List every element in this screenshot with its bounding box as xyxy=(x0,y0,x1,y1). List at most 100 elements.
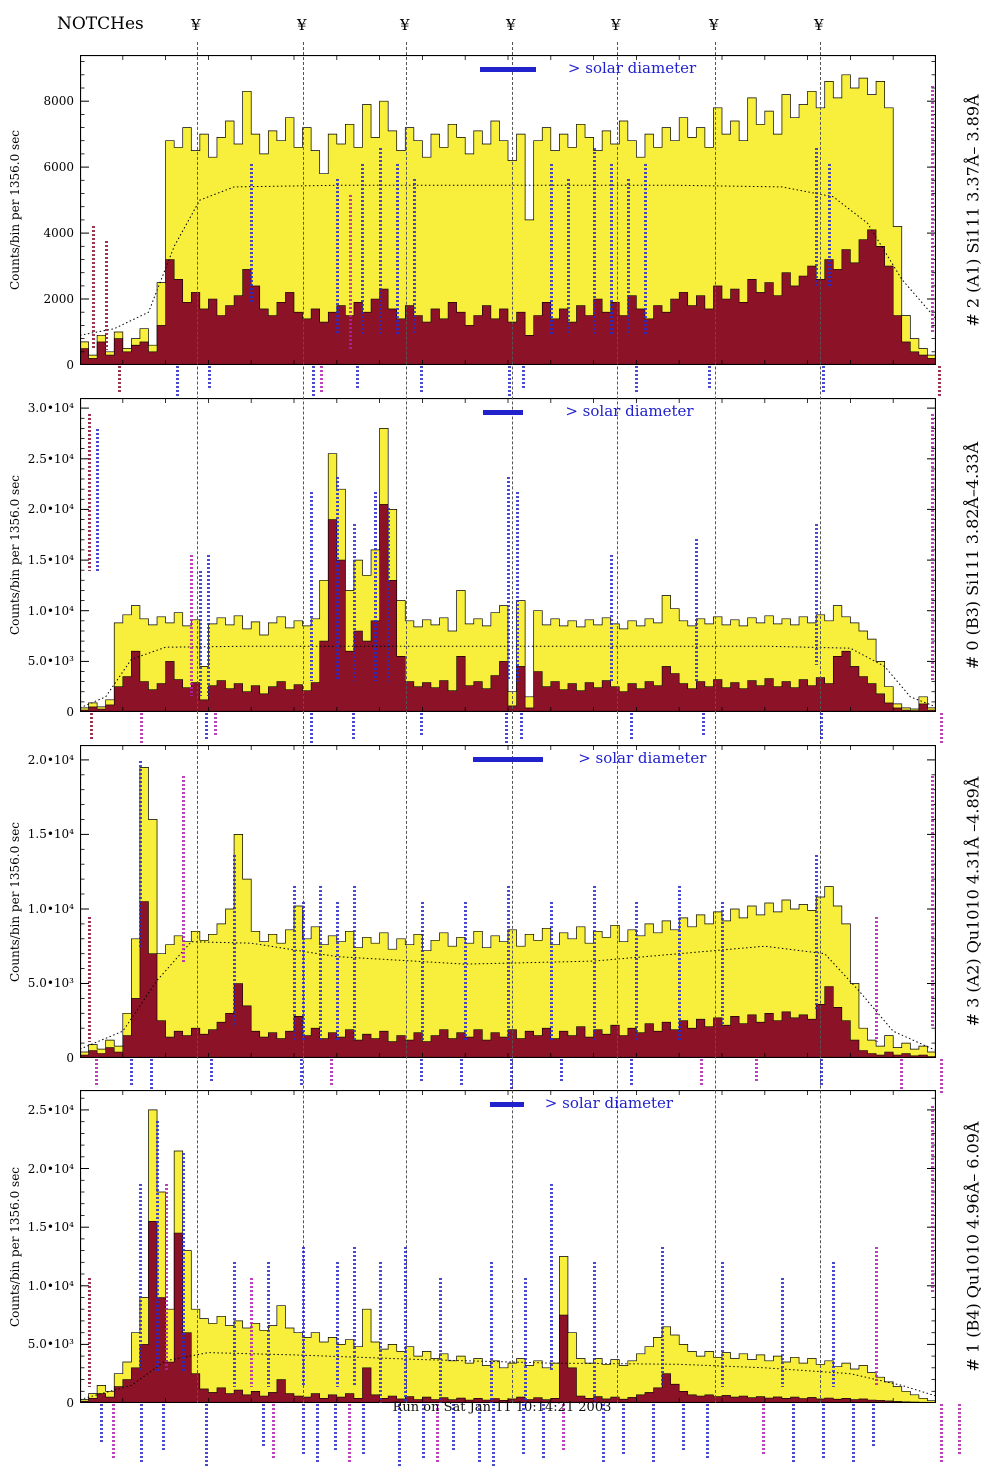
line-annotation xyxy=(233,1262,237,1388)
line-annotation xyxy=(792,1404,795,1464)
line-annotation xyxy=(592,148,596,334)
line-annotation xyxy=(138,760,142,949)
line-annotation xyxy=(96,429,100,571)
dotted-envelope xyxy=(80,941,936,1051)
y-axis-title-wrap: Counts/bin per 1356.0 sec xyxy=(0,1090,30,1403)
line-annotation xyxy=(930,86,934,334)
line-annotation xyxy=(815,854,819,1012)
line-annotation xyxy=(420,713,423,735)
total-histogram xyxy=(80,1109,936,1403)
line-annotation xyxy=(940,713,943,743)
panel-right-label-wrap: # 0 (B3) Si111 3.82Å–4.33Å xyxy=(946,398,1000,712)
line-annotation xyxy=(262,1404,265,1448)
line-annotation xyxy=(422,1404,425,1458)
line-annotation xyxy=(300,1059,303,1087)
line-annotation xyxy=(652,1404,655,1462)
notch-line xyxy=(617,42,619,1403)
notch-symbol: ¥ xyxy=(611,16,621,34)
panel-right-label: # 2 (A1) Si111 3.37Å– 3.89Å xyxy=(963,93,983,327)
line-annotation xyxy=(626,179,630,334)
y-axis-title-wrap: Counts/bin per 1356.0 sec xyxy=(0,398,30,712)
solar-diameter-bar xyxy=(490,1102,525,1107)
line-annotation xyxy=(140,1404,143,1464)
line-annotation xyxy=(820,1059,823,1085)
y-tick-label: 0 xyxy=(66,705,74,719)
solar-diameter-label: > solar diameter xyxy=(578,749,707,767)
line-annotation xyxy=(762,1404,765,1454)
line-annotation xyxy=(362,1404,365,1454)
notch-line xyxy=(714,42,716,1403)
y-tick-label: 2000 xyxy=(43,292,74,307)
y-tick-label: 3.0•10⁴ xyxy=(27,401,74,416)
line-annotation xyxy=(515,492,519,681)
line-annotation xyxy=(702,713,705,737)
line-annotation xyxy=(335,476,339,681)
line-annotation xyxy=(549,163,553,334)
line-annotation xyxy=(198,570,202,697)
line-annotation xyxy=(95,1059,98,1087)
line-annotation xyxy=(207,555,211,697)
figure-title: NOTCHes xyxy=(57,14,144,34)
line-annotation xyxy=(356,366,359,388)
line-annotation xyxy=(622,1404,625,1456)
y-tick-label: 4000 xyxy=(43,226,74,241)
line-annotation xyxy=(822,366,825,392)
line-annotation xyxy=(700,1059,703,1087)
line-annotation xyxy=(233,854,237,1027)
line-annotation xyxy=(609,555,613,681)
dotted-envelope xyxy=(80,1352,936,1400)
core-histogram xyxy=(80,229,936,365)
solar-diameter-label: > solar diameter xyxy=(567,59,697,77)
y-tick-label: 0 xyxy=(66,1051,74,1065)
line-annotation xyxy=(352,1246,356,1388)
line-annotation xyxy=(478,1404,481,1462)
line-annotation xyxy=(352,523,356,681)
notch-symbol: ¥ xyxy=(708,16,719,34)
line-annotation xyxy=(940,1404,943,1464)
line-annotation xyxy=(549,1183,553,1372)
dotted-envelope xyxy=(80,184,936,336)
line-annotation xyxy=(138,1183,142,1372)
line-annotation xyxy=(508,366,511,396)
line-annotation xyxy=(452,1404,455,1450)
y-axis-title-wrap: Counts/bin per 1356.0 sec xyxy=(0,745,30,1058)
y-tick-label: 0 xyxy=(66,1396,74,1410)
line-annotation xyxy=(592,885,596,1043)
line-annotation xyxy=(301,901,305,1043)
line-annotation xyxy=(522,366,525,390)
y-tick-label: 8000 xyxy=(43,94,74,109)
y-axis-title: Counts/bin per 1356.0 sec xyxy=(8,474,23,636)
line-annotation xyxy=(310,492,314,681)
panel-1-plot xyxy=(80,55,936,365)
line-annotation xyxy=(832,1262,836,1388)
solar-diameter-bar xyxy=(483,410,524,415)
line-annotation xyxy=(489,1262,493,1403)
line-annotation xyxy=(272,1404,275,1460)
line-annotation xyxy=(181,776,185,965)
y-tick-label: 2.5•10⁴ xyxy=(27,1102,74,1117)
line-annotation xyxy=(302,1404,305,1454)
line-annotation xyxy=(708,366,711,388)
line-annotation xyxy=(875,1246,879,1388)
solar-diameter-label: > solar diameter xyxy=(565,402,694,420)
y-axis-title: Counts/bin per 1356.0 sec xyxy=(8,1166,23,1327)
line-annotation xyxy=(310,713,313,743)
line-annotation xyxy=(250,1277,254,1388)
line-annotation xyxy=(562,1404,565,1452)
line-annotation xyxy=(872,1404,875,1448)
line-annotation xyxy=(438,1277,442,1403)
notch-line xyxy=(197,42,198,1403)
y-axis-title: Counts/bin per 1356.0 sec xyxy=(8,129,23,291)
line-annotation xyxy=(301,1246,305,1388)
line-annotation xyxy=(852,1404,855,1462)
line-annotation xyxy=(140,713,143,743)
line-annotation xyxy=(118,366,121,392)
line-annotation xyxy=(507,885,510,1043)
line-annotation xyxy=(87,1277,91,1388)
line-annotation xyxy=(635,366,638,394)
line-annotation xyxy=(210,1059,213,1083)
line-annotation xyxy=(205,713,208,741)
line-annotation xyxy=(87,917,91,1043)
line-annotation xyxy=(190,555,194,697)
line-annotation xyxy=(421,901,425,1043)
